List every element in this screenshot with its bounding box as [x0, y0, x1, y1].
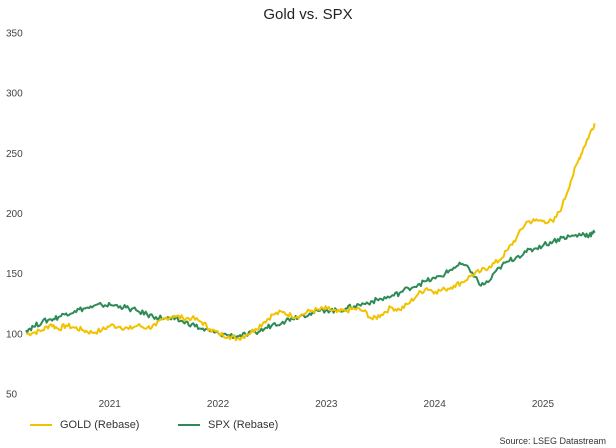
y-tick-label: 100	[6, 329, 23, 340]
x-tick-label: 2024	[424, 399, 447, 410]
series-group	[25, 123, 596, 342]
legend-swatch-spx	[178, 424, 200, 426]
y-tick-label: 200	[6, 209, 23, 220]
legend-item-gold: GOLD (Rebase)	[30, 419, 139, 431]
legend-label-gold: GOLD (Rebase)	[60, 419, 140, 431]
chart-title: Gold vs. SPX	[263, 6, 353, 23]
legend-item-spx: SPX (Rebase)	[178, 419, 278, 431]
x-tick-label: 2021	[99, 399, 122, 410]
x-tick-label: 2022	[207, 399, 230, 410]
x-axis: 2021 2022 2023 2024 2025	[99, 399, 555, 410]
y-tick-label: 300	[6, 89, 23, 100]
y-tick-label: 350	[6, 29, 23, 40]
x-tick-label: 2023	[315, 399, 338, 410]
legend-swatch-gold	[30, 424, 52, 426]
source-note: Source: LSEG Datastream	[499, 436, 606, 446]
legend-label-spx: SPX (Rebase)	[208, 419, 279, 431]
y-tick-label: 250	[6, 149, 23, 160]
y-tick-label: 150	[6, 269, 23, 280]
series-line-gold	[25, 123, 596, 342]
x-tick-label: 2025	[532, 399, 555, 410]
y-axis: 50 100 150 200 250 300 350	[6, 29, 23, 401]
y-tick-label: 50	[6, 390, 18, 401]
